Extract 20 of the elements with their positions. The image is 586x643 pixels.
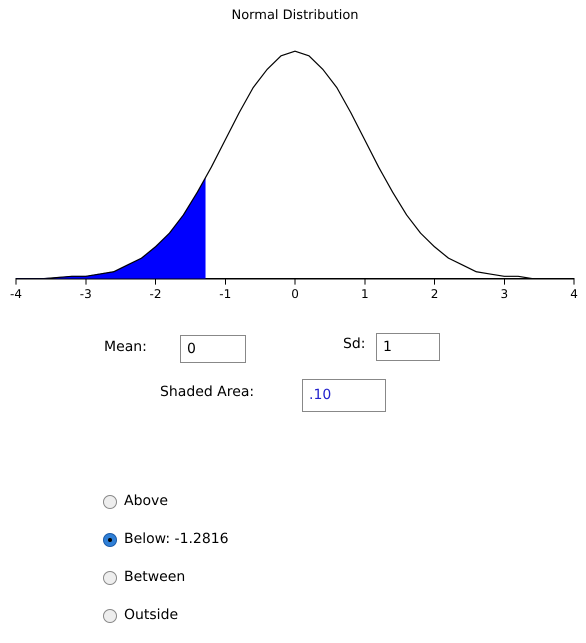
x-tick-label: -4 (10, 286, 22, 301)
text: 0 (180, 335, 246, 363)
x-tick-label: 1 (360, 286, 369, 301)
x-tick-label: 3 (500, 286, 508, 301)
chart-title: Normal Distribution (231, 8, 359, 24)
text: 1 (376, 333, 440, 361)
x-tick-label: 4 (570, 286, 578, 301)
text: Shaded Area: (160, 384, 254, 400)
text: Mean: (104, 339, 147, 355)
x-tick-label: 2 (430, 286, 438, 301)
text: Between (124, 569, 186, 585)
text: Below: -1.2816 (124, 531, 229, 547)
text: Sd: (343, 336, 366, 352)
x-tick-label: -3 (80, 286, 92, 301)
x-tick-label: -1 (219, 286, 232, 301)
x-tick-label: -2 (150, 286, 162, 301)
text: .10 (302, 379, 386, 412)
x-tick-label: 0 (291, 286, 299, 301)
text: Outside (124, 607, 178, 623)
text: Above (124, 493, 168, 509)
